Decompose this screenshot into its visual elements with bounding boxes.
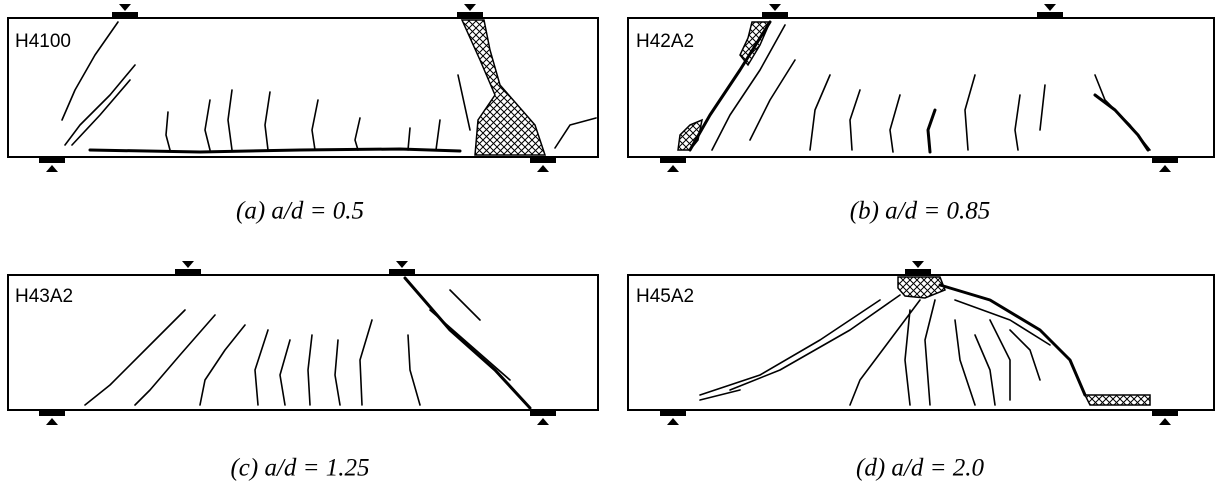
caption: (d) a/d = 2.0 [856, 455, 984, 482]
support [660, 157, 686, 172]
support [530, 410, 556, 425]
beam [627, 17, 1215, 158]
load-plate [457, 4, 483, 18]
cracks [61, 21, 597, 154]
specimen-label: H4100 [15, 31, 71, 52]
specimen-label: H43A2 [15, 286, 73, 307]
crushed-zone [897, 276, 946, 299]
crushed-zone [1083, 394, 1151, 406]
specimen-label: H42A2 [636, 31, 694, 52]
panel-b: H42A2 (b) a/d = 0.85 [627, 4, 1215, 225]
panel-a: H4100 (a) a/d = 0.5 [7, 4, 599, 225]
cracks [699, 283, 1087, 406]
caption: (c) a/d = 1.25 [230, 455, 369, 482]
panel-c: H43A2 (c) a/d = 1.25 [7, 261, 599, 482]
beam [7, 274, 599, 411]
support [530, 157, 556, 172]
cracks [84, 276, 532, 410]
caption: (a) a/d = 0.5 [236, 198, 364, 225]
load-plate [905, 261, 931, 275]
cracks [688, 20, 1151, 154]
load-plate [1037, 4, 1063, 18]
panel-d: H45A2 (d) a/d = 2.0 [627, 261, 1215, 482]
support [1152, 410, 1178, 425]
specimen-label: H45A2 [636, 286, 694, 307]
support [660, 410, 686, 425]
support [39, 410, 65, 425]
caption: (b) a/d = 0.85 [850, 198, 990, 225]
load-plate [389, 261, 415, 275]
crushed-zone [460, 19, 547, 156]
support [1152, 157, 1178, 172]
load-plate [112, 4, 138, 18]
load-plate [762, 4, 788, 18]
support [39, 157, 65, 172]
load-plate [175, 261, 201, 275]
